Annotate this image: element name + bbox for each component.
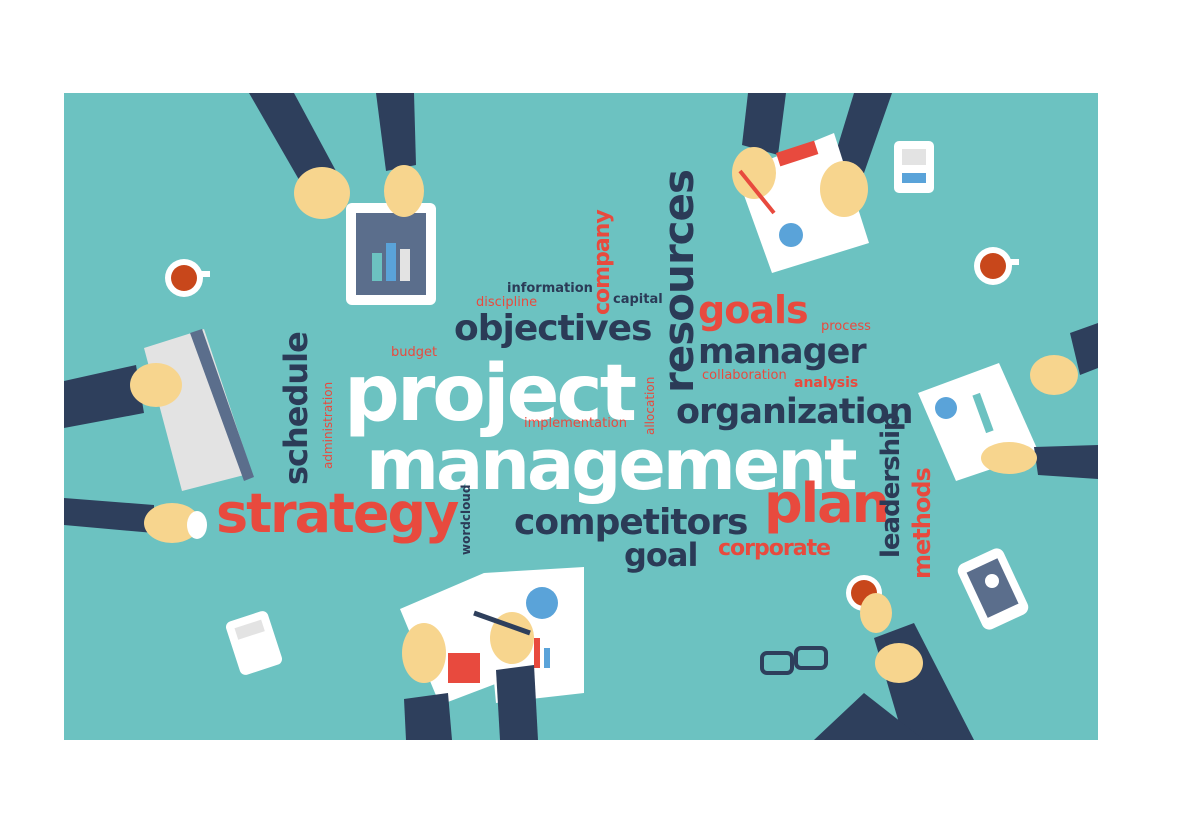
word-information: information [507,281,593,296]
smartphone-illustration [957,548,1029,630]
coffee-hand-illustration [814,575,974,740]
word-collaboration: collaboration [702,368,787,383]
illustration-scene: project management strategy plan competi… [64,93,1098,740]
word-management: management [366,424,858,506]
word-organization: organization [676,392,914,432]
word-administration: administration [321,381,335,469]
document-hands-illustration [732,93,892,273]
word-schedule: schedule [277,332,315,485]
word-budget: budget [391,345,438,360]
calculator-illustration [225,611,283,675]
word-plan: plan [764,472,890,535]
word-company: company [590,210,615,315]
glasses-illustration [760,646,828,675]
word-wordcloud: wordcloud [459,484,473,555]
word-goal: goal [624,536,698,574]
word-competitors: competitors [514,502,748,543]
calculator-small [894,141,934,193]
laptop-hands-illustration [64,329,254,543]
word-leadership: leadership [876,413,906,558]
word-strategy: strategy [216,482,459,545]
tablet-hands-illustration [249,93,436,305]
word-analysis: analysis [794,375,859,391]
report-hands-illustration [918,323,1098,481]
word-resources: resources [654,169,703,393]
word-allocation: allocation [643,376,657,435]
word-goals: goals [698,288,809,332]
word-discipline: discipline [476,295,538,310]
desk-illustrations [64,93,1098,740]
word-corporate: corporate [718,536,831,561]
word-manager: manager [698,332,867,372]
word-process: process [821,319,871,334]
chart-papers-illustration [400,567,584,740]
word-methods: methods [908,468,936,579]
word-objectives: objectives [454,308,652,349]
word-implementation: implementation [524,416,628,431]
word-capital: capital [613,292,663,307]
word-project: project [344,349,637,439]
